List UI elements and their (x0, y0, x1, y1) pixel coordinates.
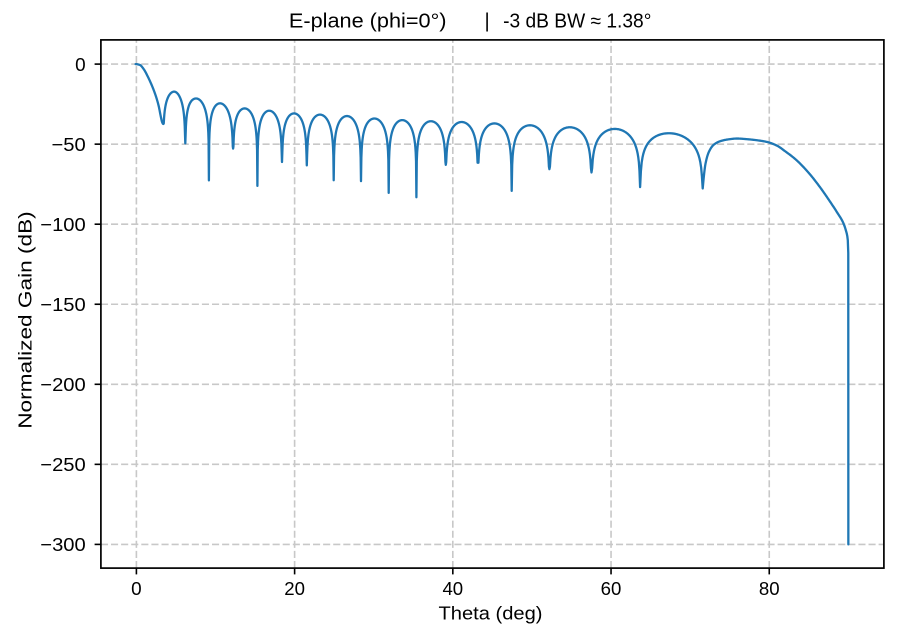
svg-text:−50: −50 (52, 135, 86, 156)
svg-text:−300: −300 (40, 535, 85, 556)
svg-text:−150: −150 (40, 295, 85, 316)
svg-text:Theta (deg): Theta (deg) (439, 604, 543, 625)
svg-text:60: 60 (601, 579, 622, 600)
svg-text:80: 80 (759, 579, 780, 600)
svg-text:−200: −200 (40, 375, 85, 396)
svg-text:|: | (484, 10, 489, 32)
svg-text:-3 dB BW ≈ 1.38°: -3 dB BW ≈ 1.38° (503, 10, 651, 32)
svg-text:0: 0 (131, 579, 142, 600)
svg-text:20: 20 (284, 579, 305, 600)
svg-text:E-plane (phi=0°): E-plane (phi=0°) (289, 10, 447, 32)
svg-text:−100: −100 (40, 215, 85, 236)
svg-text:−250: −250 (40, 455, 85, 476)
svg-text:0: 0 (75, 55, 86, 76)
svg-text:40: 40 (442, 579, 463, 600)
svg-text:Normalized Gain (dB): Normalized Gain (dB) (16, 211, 37, 429)
